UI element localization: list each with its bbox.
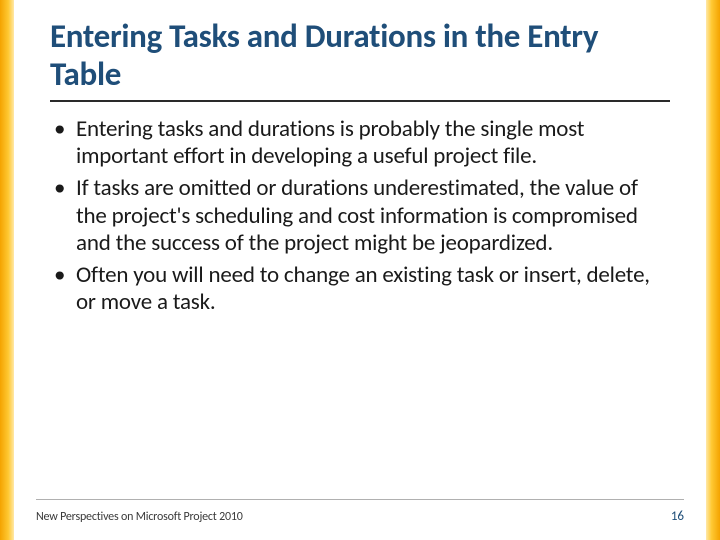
footer-text: New Perspectives on Microsoft Project 20… — [36, 510, 243, 524]
footer-rule — [36, 499, 684, 500]
list-item: Often you will need to change an existin… — [76, 262, 670, 317]
bullet-list: Entering tasks and durations is probably… — [50, 116, 670, 317]
footer-rule-wrap — [14, 499, 706, 500]
accent-bar-left — [0, 0, 14, 540]
list-item: Entering tasks and durations is probably… — [76, 116, 670, 171]
title-underline — [50, 100, 670, 102]
slide-footer: New Perspectives on Microsoft Project 20… — [14, 509, 706, 524]
accent-bar-right — [706, 0, 720, 540]
list-item: If tasks are omitted or durations undere… — [76, 175, 670, 258]
page-number: 16 — [671, 509, 684, 524]
slide-title: Entering Tasks and Durations in the Entr… — [50, 18, 670, 98]
slide-body: Entering Tasks and Durations in the Entr… — [14, 0, 706, 540]
